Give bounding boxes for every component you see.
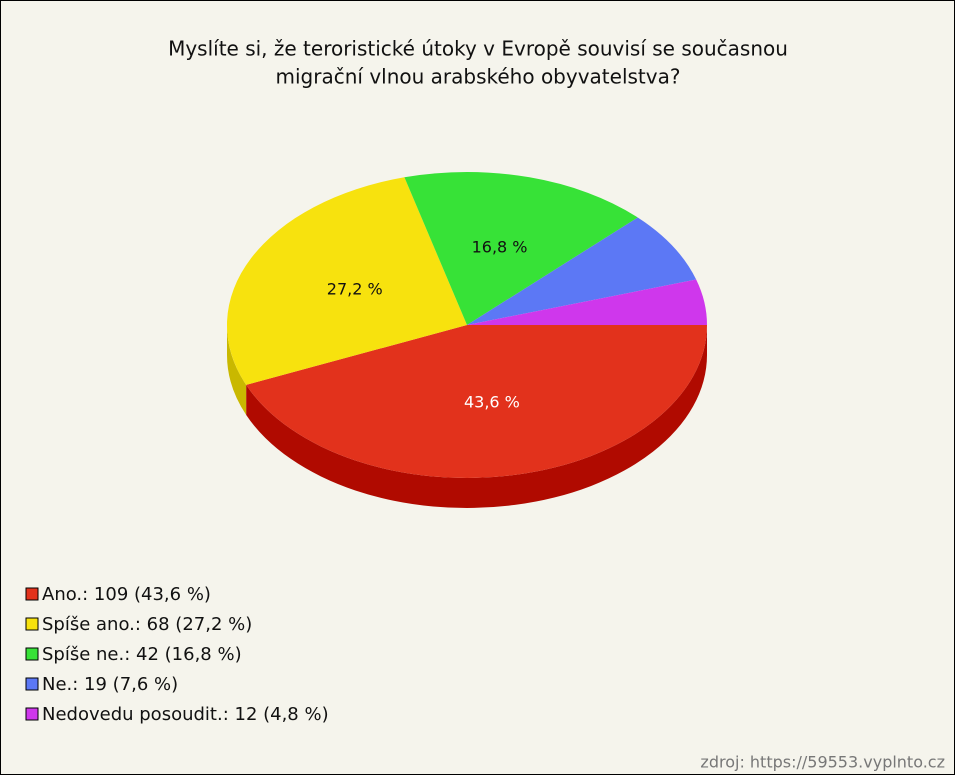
pie-slice [246,325,708,478]
legend-swatch [25,617,39,631]
legend-label: Ne.: 19 (7,6 %) [42,674,178,695]
legend-label: Ano.: 109 (43,6 %) [42,584,211,605]
legend-swatch [25,647,39,661]
pie-side [227,325,247,415]
chart-title: migrační vlnou arabského obyvatelstva? [276,65,681,89]
legend-swatch [25,707,39,721]
slice-label: 16,8 % [472,238,528,257]
source: zdroj: https://59553.vyplnto.cz [700,753,945,772]
chart-title: Myslíte si, že teroristické útoky v Evro… [168,37,788,61]
slice-label: 43,6 % [464,392,520,411]
legend-label: Spíše ne.: 42 (16,8 %) [42,644,242,665]
legend-label: Nedovedu posoudit.: 12 (4,8 %) [42,704,329,725]
pie-slice [227,177,467,385]
pie-side [246,325,708,508]
legend-swatch [25,587,39,601]
pie-slice [467,279,707,325]
legend-swatch [25,677,39,691]
pie-slice [467,217,697,325]
pie-slice [404,172,638,325]
slice-label: 27,2 % [327,280,383,299]
legend-label: Spíše ano.: 68 (27,2 %) [42,614,252,635]
